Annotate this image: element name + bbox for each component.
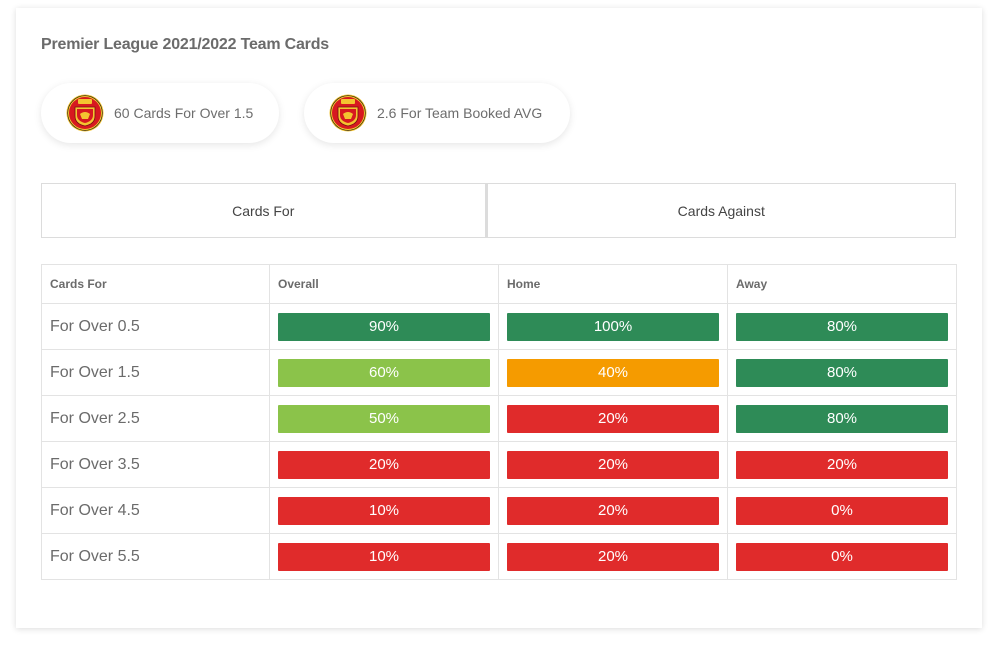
percent-bar: 20% [278, 450, 490, 479]
cell-home: 100% [498, 303, 728, 350]
table-row: For Over 0.5 90% 100% 80% [41, 303, 957, 350]
percent-bar: 20% [507, 542, 719, 571]
percent-bar: 100% [507, 312, 719, 341]
stat-pill-text: 2.6 For Team Booked AVG [377, 105, 543, 121]
cell-overall: 20% [269, 441, 499, 488]
row-label: For Over 0.5 [41, 303, 270, 350]
percent-bar: 80% [736, 358, 948, 387]
cell-away: 80% [727, 349, 957, 396]
manchester-united-crest-icon [66, 94, 104, 132]
table-row: For Over 2.5 50% 20% 80% [41, 395, 957, 442]
tab-cards-against[interactable]: Cards Against [485, 183, 956, 238]
team-cards-panel: Premier League 2021/2022 Team Cards 60 C… [16, 8, 982, 628]
percent-bar: 60% [278, 358, 490, 387]
cell-home: 20% [498, 441, 728, 488]
table-header-row: Cards For Overall Home Away [41, 264, 957, 304]
panel-title: Premier League 2021/2022 Team Cards [41, 36, 329, 53]
row-label: For Over 4.5 [41, 487, 270, 534]
cell-away: 20% [727, 441, 957, 488]
percent-bar: 80% [736, 312, 948, 341]
cell-away: 0% [727, 533, 957, 580]
table-row: For Over 5.5 10% 20% 0% [41, 533, 957, 580]
row-label: For Over 1.5 [41, 349, 270, 396]
cell-overall: 90% [269, 303, 499, 350]
percent-bar: 20% [507, 450, 719, 479]
header-away: Away [727, 264, 957, 304]
table-row: For Over 3.5 20% 20% 20% [41, 441, 957, 488]
cell-home: 20% [498, 395, 728, 442]
row-label: For Over 2.5 [41, 395, 270, 442]
table-row: For Over 1.5 60% 40% 80% [41, 349, 957, 396]
percent-bar: 0% [736, 542, 948, 571]
cell-away: 0% [727, 487, 957, 534]
percent-bar: 20% [736, 450, 948, 479]
percent-bar: 10% [278, 542, 490, 571]
percent-bar: 10% [278, 496, 490, 525]
table-row: For Over 4.5 10% 20% 0% [41, 487, 957, 534]
cell-home: 20% [498, 487, 728, 534]
cell-away: 80% [727, 303, 957, 350]
percent-bar: 80% [736, 404, 948, 433]
cell-overall: 10% [269, 487, 499, 534]
manchester-united-crest-icon [329, 94, 367, 132]
header-cards-for: Cards For [41, 264, 270, 304]
percent-bar: 90% [278, 312, 490, 341]
percent-bar: 50% [278, 404, 490, 433]
percent-bar: 20% [507, 496, 719, 525]
header-overall: Overall [269, 264, 499, 304]
cell-overall: 50% [269, 395, 499, 442]
cell-home: 40% [498, 349, 728, 396]
header-home: Home [498, 264, 728, 304]
percent-bar: 40% [507, 358, 719, 387]
stat-pill-text: 60 Cards For Over 1.5 [114, 105, 254, 121]
cards-tabs: Cards For Cards Against [41, 183, 956, 238]
cards-stats-table: Cards For Overall Home Away For Over 0.5… [41, 264, 957, 580]
tab-cards-for[interactable]: Cards For [41, 183, 486, 238]
stat-pill-booked-avg: 2.6 For Team Booked AVG [304, 83, 570, 143]
row-label: For Over 5.5 [41, 533, 270, 580]
percent-bar: 0% [736, 496, 948, 525]
percent-bar: 20% [507, 404, 719, 433]
cell-home: 20% [498, 533, 728, 580]
cell-away: 80% [727, 395, 957, 442]
cell-overall: 10% [269, 533, 499, 580]
cell-overall: 60% [269, 349, 499, 396]
stat-pill-cards-for: 60 Cards For Over 1.5 [41, 83, 279, 143]
row-label: For Over 3.5 [41, 441, 270, 488]
